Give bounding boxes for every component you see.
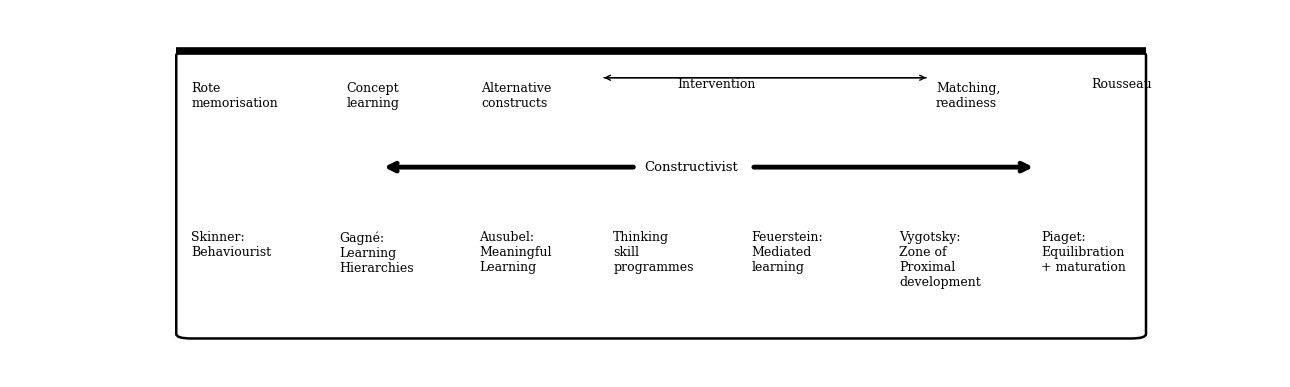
Text: Concept
learning: Concept learning — [346, 82, 399, 110]
Text: Alternative
constructs: Alternative constructs — [481, 82, 552, 110]
Text: Feuerstein:
Mediated
learning: Feuerstein: Mediated learning — [751, 231, 823, 274]
Text: Rote
memorisation: Rote memorisation — [191, 82, 277, 110]
Text: Gagné:
Learning
Hierarchies: Gagné: Learning Hierarchies — [339, 231, 414, 275]
Text: Intervention: Intervention — [677, 78, 756, 91]
Text: Ausubel:
Meaningful
Learning: Ausubel: Meaningful Learning — [479, 231, 552, 274]
Text: Vygotsky:
Zone of
Proximal
development: Vygotsky: Zone of Proximal development — [899, 231, 980, 289]
Text: Skinner:
Behaviourist: Skinner: Behaviourist — [191, 231, 271, 259]
Text: Matching,
readiness: Matching, readiness — [937, 82, 1001, 110]
Text: Constructivist: Constructivist — [644, 161, 738, 174]
Text: Piaget:
Equilibration
+ maturation: Piaget: Equilibration + maturation — [1041, 231, 1126, 274]
Text: Rousseau: Rousseau — [1091, 78, 1152, 91]
Text: Thinking
skill
programmes: Thinking skill programmes — [613, 231, 694, 274]
